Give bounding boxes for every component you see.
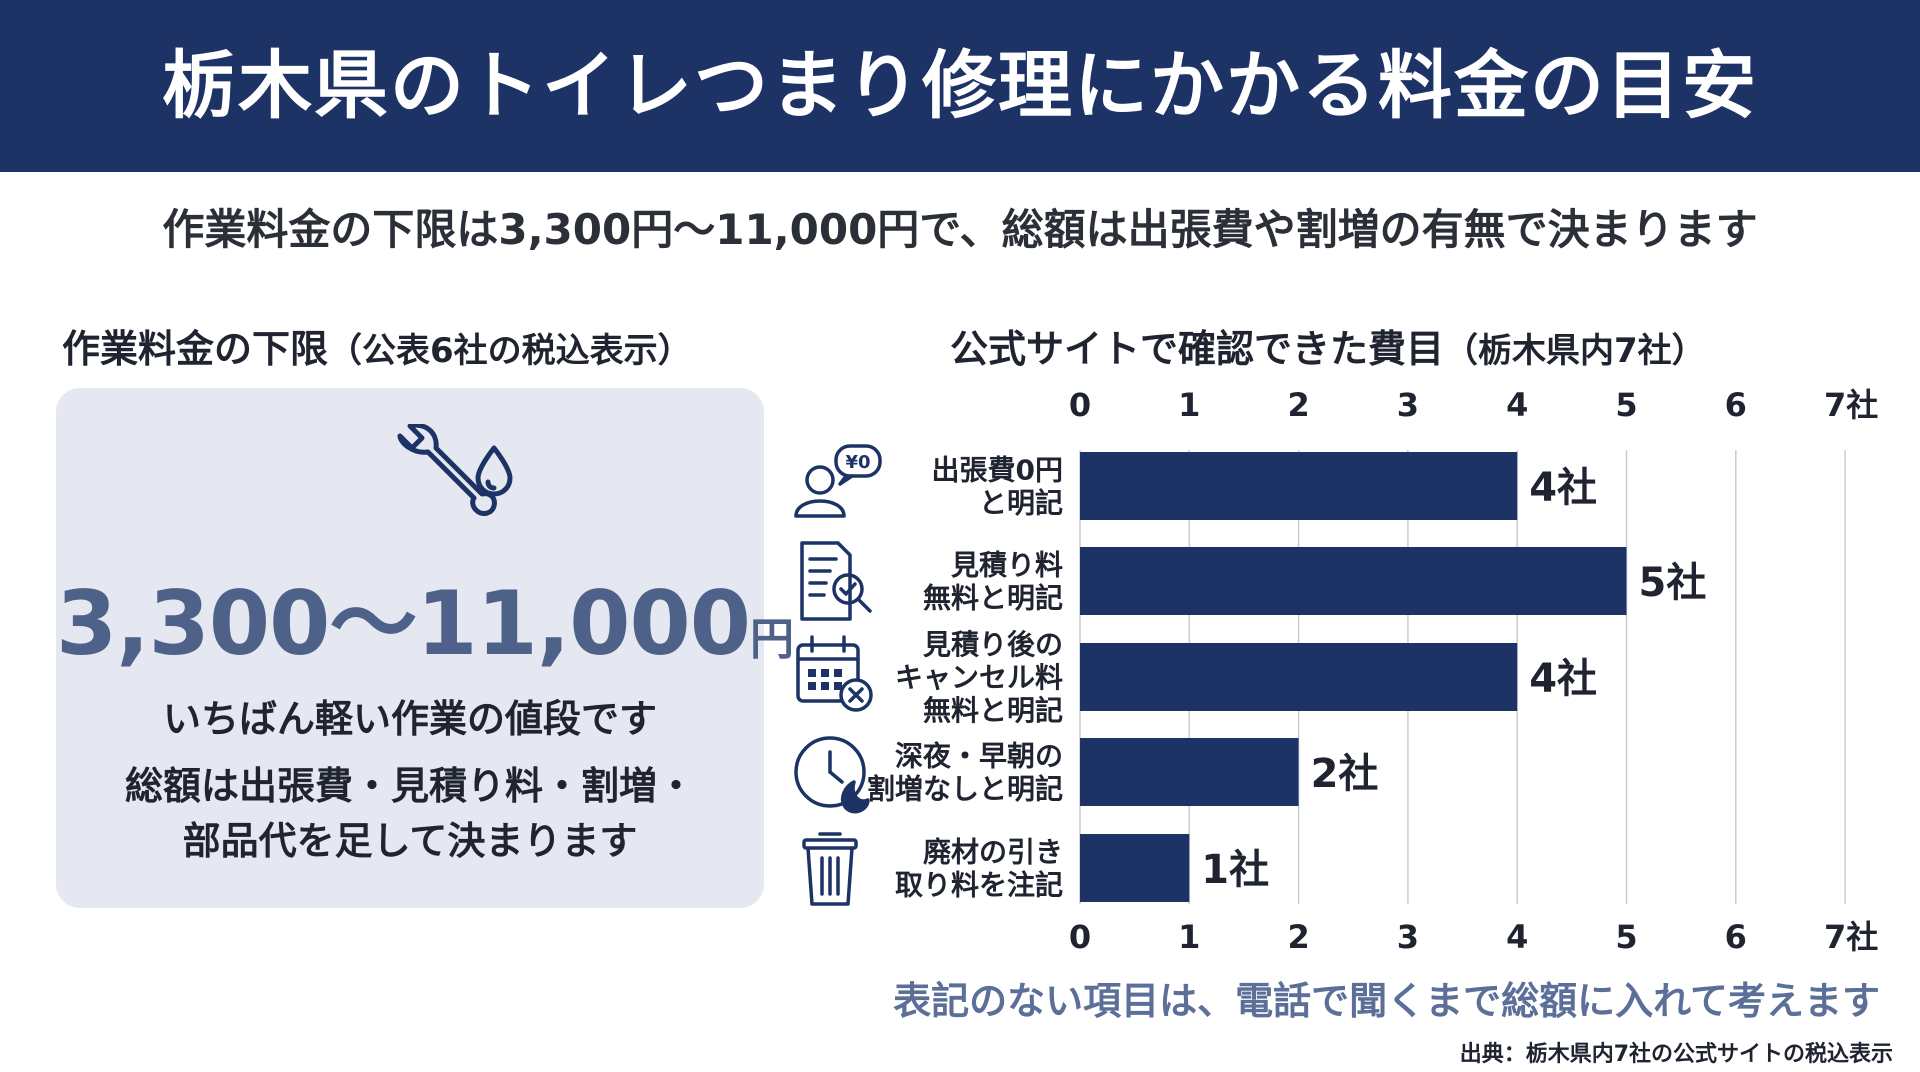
clock-moon-icon: [794, 736, 870, 814]
svg-text:¥0: ¥0: [845, 452, 870, 473]
x-tick-label-bottom: 6: [1725, 918, 1747, 956]
x-tick-label-top: 6: [1725, 386, 1747, 424]
price-range: 3,300〜11,000円: [56, 553, 794, 680]
bar: [1080, 547, 1627, 615]
footer-note: 表記のない項目は、電話で聞くまで総額に入れて考えます: [893, 979, 1880, 1023]
page-subtitle: 作業料金の下限は3,300円〜11,000円で、総額は出張費や割増の有無で決まり…: [162, 205, 1758, 254]
bar-value-label: 2社: [1311, 751, 1379, 797]
category-label: キャンセル料: [895, 661, 1063, 694]
x-tick-label-bottom: 3: [1397, 918, 1419, 956]
x-tick-label-top: 1: [1178, 386, 1200, 424]
bar-value-label: 4社: [1529, 656, 1597, 702]
x-tick-label-top: 3: [1397, 386, 1419, 424]
trash-can-icon: [802, 832, 858, 906]
x-tick-label-bottom: 2: [1287, 918, 1309, 956]
left-heading-main: 作業料金の下限: [62, 327, 329, 371]
x-tick-label-top: 0: [1069, 386, 1091, 424]
x-tick-label-bottom: 5: [1615, 918, 1637, 956]
x-tick-label-bottom: 7社: [1824, 918, 1878, 956]
bar: [1080, 834, 1190, 902]
price-unit: 円: [749, 614, 794, 665]
x-tick-label-top: 4: [1506, 386, 1528, 424]
category-label: 深夜・早朝の: [895, 740, 1063, 773]
calendar-x-icon: [796, 635, 873, 712]
x-tick-label-bottom: 1: [1178, 918, 1200, 956]
left-panel-heading: 作業料金の下限（公表6社の税込表示）: [62, 318, 692, 373]
right-panel-heading: 公式サイトで確認できた費目（栃木県内7社）: [950, 318, 1706, 373]
person-yen-speech-icon: ¥0: [794, 444, 882, 518]
price-desc-line-3: 部品代を足して決まります: [182, 819, 638, 863]
document-checkmark-icon: [800, 541, 872, 621]
category-label: 出張費0円: [932, 454, 1063, 487]
bar-value-label: 1社: [1201, 847, 1269, 893]
x-tick-label-bottom: 0: [1069, 918, 1091, 956]
category-label: 見積り後の: [923, 628, 1063, 661]
category-label: 廃材の引き: [923, 836, 1063, 869]
wrench-water-drop-icon: [397, 424, 513, 516]
price-value: 3,300〜11,000: [56, 572, 751, 675]
bar: [1080, 738, 1299, 806]
bar: [1080, 643, 1518, 711]
x-tick-label-top: 7社: [1824, 386, 1878, 424]
right-heading-main: 公式サイトで確認できた費目: [950, 327, 1445, 371]
right-heading-sub: （栃木県内7社）: [1444, 331, 1706, 371]
header-banner: 栃木県のトイレつまり修理にかかる料金の目安: [0, 0, 1920, 172]
price-desc-line-2: 総額は出張費・見積り料・割増・: [124, 764, 695, 808]
category-label: 割増なしと明記: [867, 773, 1063, 806]
source-credit: 出典：栃木県内7社の公式サイトの税込表示: [1459, 1042, 1893, 1067]
category-label: 見積り料: [951, 549, 1063, 582]
x-tick-label-top: 5: [1615, 386, 1637, 424]
page-title: 栃木県のトイレつまり修理にかかる料金の目安: [162, 43, 1758, 129]
x-tick-label-bottom: 4: [1506, 918, 1528, 956]
category-label: 無料と明記: [923, 582, 1063, 615]
price-desc-line-1: いちばん軽い作業の値段です: [162, 697, 657, 741]
left-heading-sub: （公表6社の税込表示）: [328, 331, 692, 371]
category-label: 取り料を注記: [895, 869, 1063, 902]
category-label: 無料と明記: [923, 694, 1063, 727]
bar-value-label: 4社: [1529, 465, 1597, 511]
bar: [1080, 452, 1518, 520]
category-label: と明記: [979, 487, 1063, 520]
bar-chart: 001122334455667社7社4社出張費0円と明記5社見積り料無料と明記4…: [794, 386, 1878, 956]
x-tick-label-top: 2: [1287, 386, 1309, 424]
bar-value-label: 5社: [1639, 560, 1707, 606]
price-card: 3,300〜11,000円 いちばん軽い作業の値段です 総額は出張費・見積り料・…: [56, 388, 794, 908]
